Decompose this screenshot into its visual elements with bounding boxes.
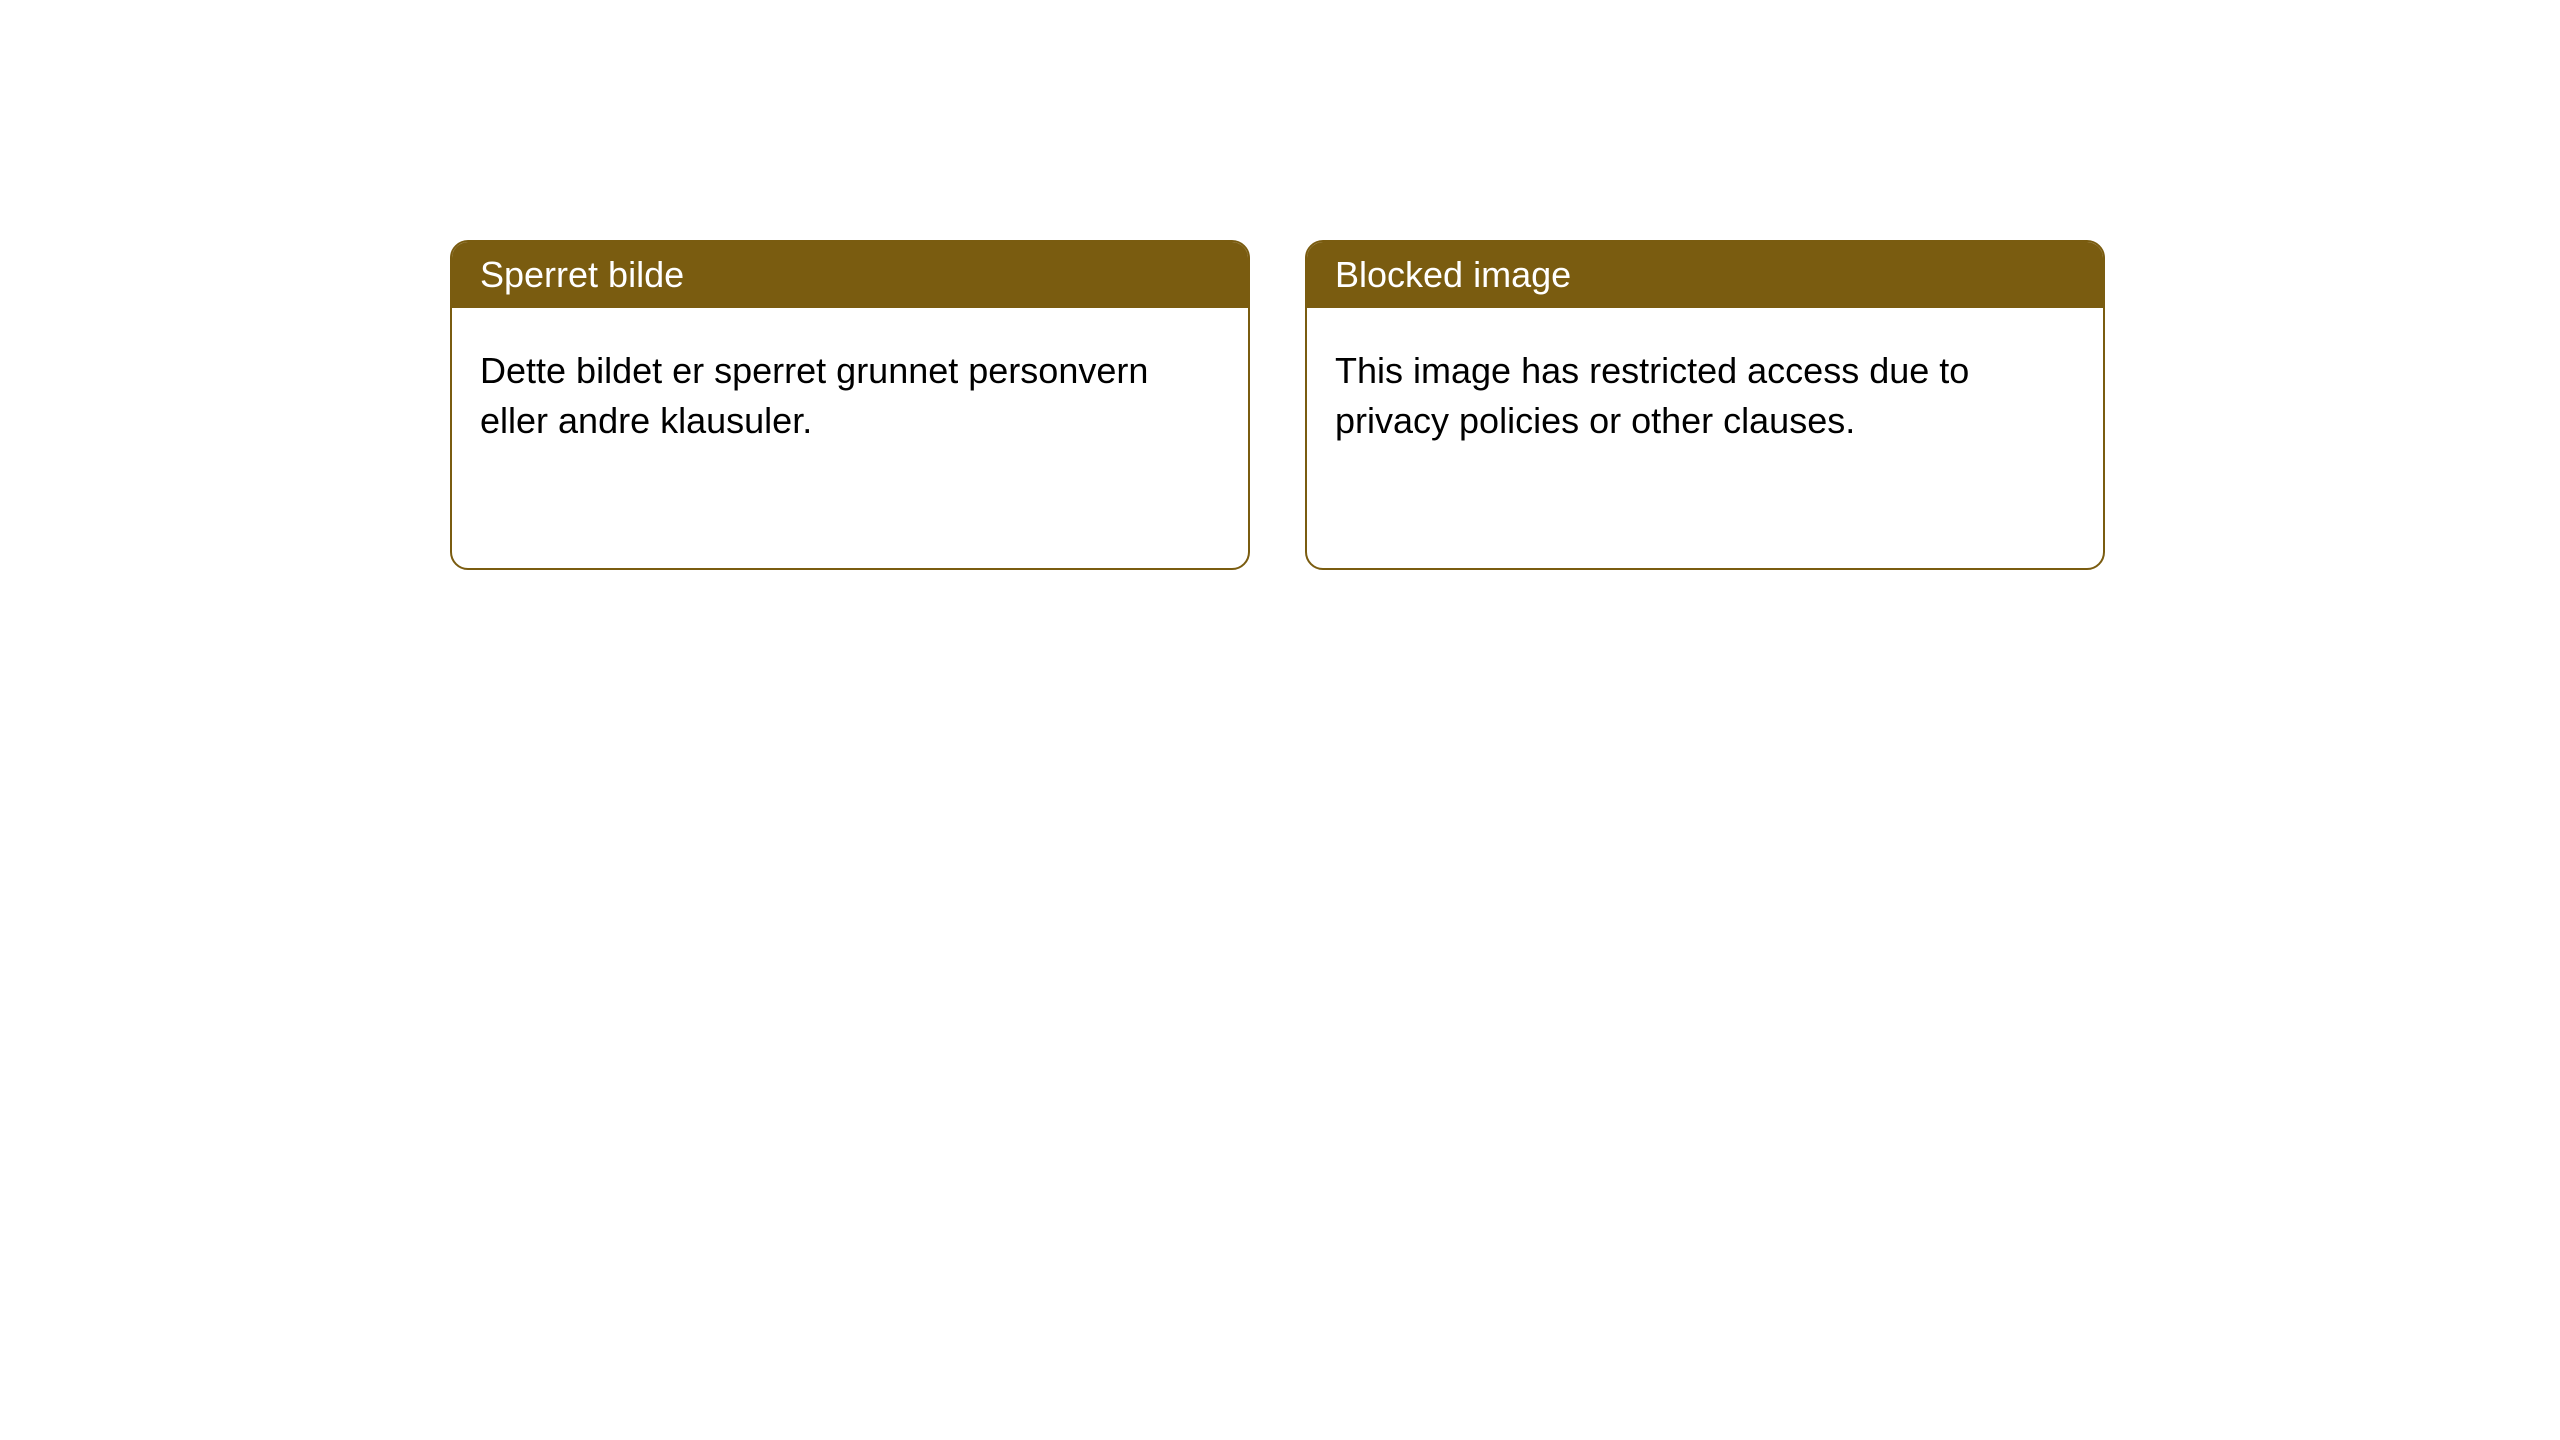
notice-container: Sperret bilde Dette bildet er sperret gr… — [0, 0, 2560, 570]
notice-body-text: Dette bildet er sperret grunnet personve… — [480, 350, 1148, 441]
notice-card-no: Sperret bilde Dette bildet er sperret gr… — [450, 240, 1250, 570]
notice-header-en: Blocked image — [1307, 242, 2103, 308]
notice-card-en: Blocked image This image has restricted … — [1305, 240, 2105, 570]
notice-header-text: Blocked image — [1335, 254, 1571, 295]
notice-body-en: This image has restricted access due to … — [1307, 308, 2103, 485]
notice-header-text: Sperret bilde — [480, 254, 684, 295]
notice-body-no: Dette bildet er sperret grunnet personve… — [452, 308, 1248, 485]
notice-header-no: Sperret bilde — [452, 242, 1248, 308]
notice-body-text: This image has restricted access due to … — [1335, 350, 1969, 441]
